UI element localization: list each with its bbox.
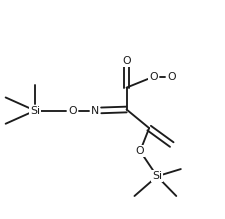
Text: N: N	[90, 106, 99, 116]
Text: Si: Si	[151, 171, 161, 181]
Text: Si: Si	[30, 106, 40, 116]
Text: O: O	[149, 72, 157, 82]
Text: O: O	[135, 146, 144, 156]
Text: O: O	[122, 56, 130, 66]
Text: O: O	[68, 106, 76, 116]
Text: O: O	[167, 72, 175, 82]
